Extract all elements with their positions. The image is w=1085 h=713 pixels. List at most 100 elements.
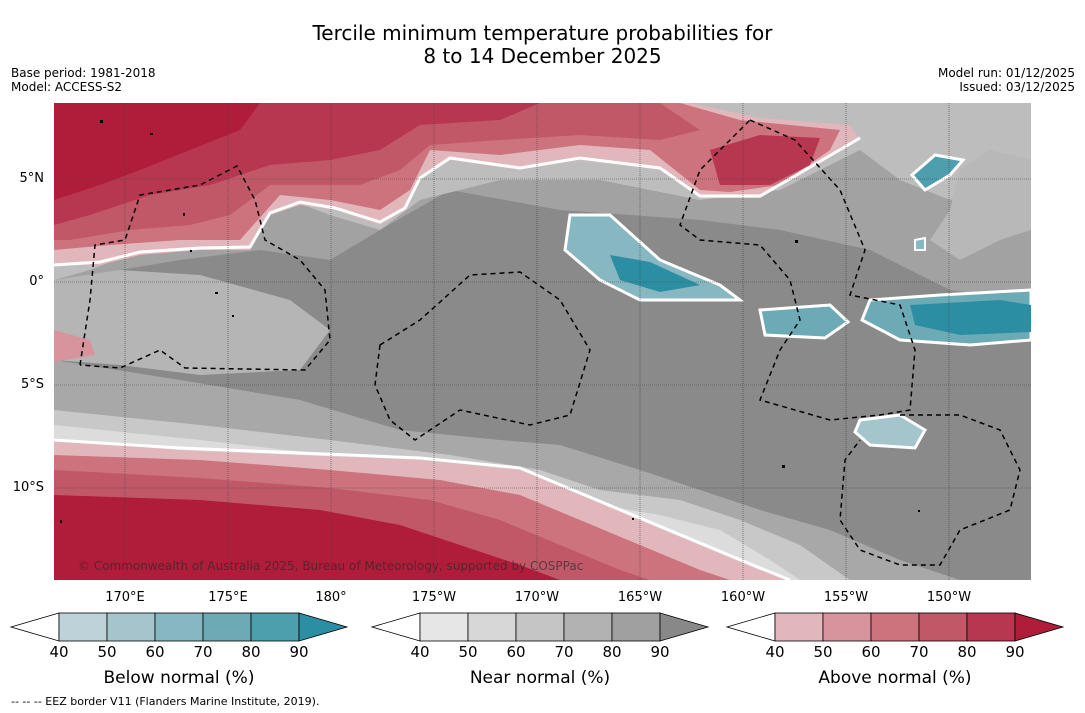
colorbar-segment	[515, 612, 565, 642]
above-normal-south-core	[54, 495, 560, 580]
colorbar-near-normal	[370, 612, 710, 642]
colorbar-segment	[774, 612, 824, 642]
meta-right: Model run: 01/12/2025 Issued: 03/12/2025	[938, 66, 1075, 94]
near-tick: 60	[506, 643, 526, 661]
near-normal-patch-east	[930, 150, 1031, 260]
base-period: Base period: 1981-2018	[11, 66, 156, 80]
title-line-2: 8 to 14 December 2025	[423, 44, 662, 68]
lon-label-175w: 175°W	[411, 590, 457, 605]
above-tick: 80	[957, 643, 977, 661]
below-tick: 60	[145, 643, 165, 661]
lon-label-170w: 170°W	[514, 590, 560, 605]
lon-label-180: 180°	[315, 590, 347, 605]
island	[215, 292, 218, 294]
above-tick: 50	[813, 643, 833, 661]
island	[795, 240, 798, 243]
below-tick: 40	[49, 643, 69, 661]
eez-border-northeast	[679, 119, 916, 421]
colorbar-above-normal	[725, 612, 1065, 642]
lon-label-175e: 175°E	[208, 590, 248, 605]
near-tick: 50	[458, 643, 478, 661]
map-title: Tercile minimum temperature probabilitie…	[0, 22, 1085, 68]
lat-label-5n: 5°N	[19, 171, 45, 186]
above-normal-northeast-core	[710, 135, 820, 185]
island	[100, 120, 103, 123]
colorbar-segment	[58, 612, 108, 642]
below-normal-mid-east-patch	[758, 303, 851, 340]
colorbar-extension-left	[725, 612, 776, 642]
near-tick: 70	[554, 643, 574, 661]
probability-field	[54, 103, 1031, 580]
title-line-1: Tercile minimum temperature probabilitie…	[312, 21, 773, 45]
gridlines	[54, 103, 1031, 580]
lon-label-170e: 170°E	[105, 590, 145, 605]
colorbar-segment	[918, 612, 968, 642]
below-tick: 80	[241, 643, 261, 661]
near-normal-band-west	[54, 270, 330, 375]
above-normal-west-patch	[54, 330, 95, 362]
eez-border-west	[79, 164, 331, 371]
near-normal-label: Near normal (%)	[469, 668, 611, 688]
colorbar-segment	[966, 612, 1016, 642]
lat-label-0: 0°	[29, 274, 44, 289]
colorbar-segment	[202, 612, 252, 642]
eez-borders	[79, 119, 1021, 566]
above-tick: 70	[909, 643, 929, 661]
islands	[60, 120, 920, 523]
near-tick: 40	[410, 643, 430, 661]
near-tick: 80	[602, 643, 622, 661]
above-normal-north-contour	[54, 136, 861, 267]
colorbar-segment	[822, 612, 872, 642]
colorbar-segment	[250, 612, 300, 642]
island	[632, 518, 634, 520]
below-normal-label: Below normal (%)	[103, 668, 255, 688]
colorbar-segment	[106, 612, 156, 642]
colorbar-segment	[419, 612, 469, 642]
above-normal-north-core	[54, 103, 260, 200]
model-run: Model run: 01/12/2025	[937, 66, 1075, 80]
eez-border-southeast	[839, 414, 1021, 566]
below-normal-northeast-patch	[909, 153, 966, 192]
near-tick: 90	[650, 643, 670, 661]
island	[150, 133, 153, 135]
below-tick: 90	[289, 643, 309, 661]
colorbar-extension-left	[370, 612, 421, 642]
above-tick: 90	[1005, 643, 1025, 661]
island	[60, 520, 62, 523]
colorbar-extension-left	[9, 612, 60, 642]
issued-date: Issued: 03/12/2025	[959, 80, 1075, 94]
eez-footnote: -- -- -- EEZ border V11 (Flanders Marine…	[11, 695, 320, 708]
island	[918, 510, 920, 512]
above-tick: 60	[861, 643, 881, 661]
colorbar-segment	[870, 612, 920, 642]
colorbar-below-normal	[9, 612, 349, 642]
model-name: Model: ACCESS-S2	[11, 80, 123, 94]
island	[190, 250, 192, 252]
below-normal-central-patch	[563, 213, 745, 302]
colorbar-segment	[611, 612, 661, 642]
lat-label-10s: 10°S	[12, 480, 44, 495]
lon-label-165w: 165°W	[617, 590, 663, 605]
lon-label-155w: 155°W	[823, 590, 869, 605]
above-tick: 40	[765, 643, 785, 661]
meta-left: Base period: 1981-2018 Model: ACCESS-S2	[11, 66, 156, 94]
lat-label-5s: 5°S	[20, 377, 44, 392]
lon-label-150w: 150°W	[926, 590, 972, 605]
colorbar-segment	[563, 612, 613, 642]
island	[232, 315, 234, 317]
below-tick: 50	[97, 643, 117, 661]
colorbar-segment	[467, 612, 517, 642]
colorbar-extension-right	[1014, 612, 1065, 642]
above-normal-south-contour	[54, 438, 791, 580]
colorbar-extension-right	[298, 612, 349, 642]
colorbar-segment	[154, 612, 204, 642]
below-normal-central-core	[610, 255, 700, 292]
below-tick: 70	[193, 643, 213, 661]
colorbar-extension-right	[659, 612, 710, 642]
lon-label-160w: 160°W	[720, 590, 766, 605]
below-normal-east-core	[910, 300, 1031, 335]
copyright-notice: © Commonwealth of Australia 2025, Bureau…	[78, 559, 584, 573]
below-normal-small-patch	[914, 236, 926, 251]
above-normal-label: Above normal (%)	[818, 668, 972, 688]
